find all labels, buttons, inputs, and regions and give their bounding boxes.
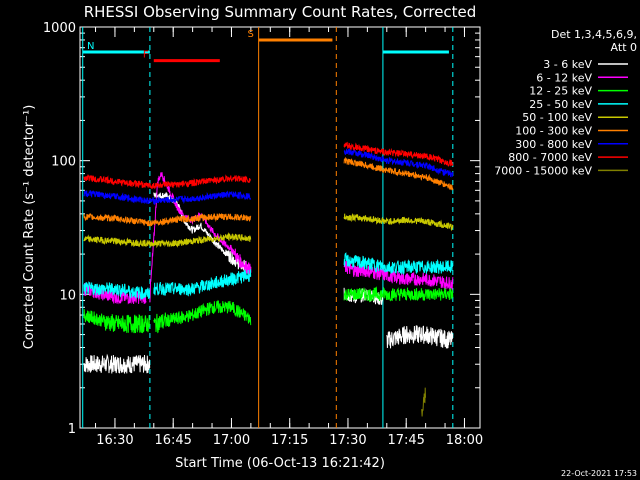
series-line: [83, 212, 252, 228]
series-line: [83, 353, 151, 374]
series-line: [343, 213, 454, 232]
series-line: [153, 192, 252, 277]
plot-area: 1 10 100 1000 16:30 16:45 17:00 17:15 17:30 17:45…: [43, 21, 483, 448]
y-tick-label: 10: [59, 288, 76, 303]
x-tick-label: 16:30: [96, 433, 133, 448]
x-axis-label: Start Time (06-Oct-13 16:21:42): [175, 456, 385, 471]
legend-label: 50 - 100 keV: [522, 111, 592, 124]
series-line: [343, 141, 454, 167]
legend-label: 300 - 800 keV: [515, 138, 592, 151]
legend-header-2: Att 0: [611, 41, 637, 54]
legend-label: 100 - 300 keV: [515, 125, 592, 138]
legend-label: 7000 - 15000 keV: [494, 164, 592, 177]
chart-title: RHESSI Observing Summary Count Rates, Co…: [84, 3, 477, 21]
x-tick-label: 17:15: [271, 433, 308, 448]
flag-label-N: N: [87, 41, 94, 52]
series-line: [343, 252, 454, 276]
legend-label: 800 - 7000 keV: [508, 151, 592, 164]
series-line: [386, 325, 454, 349]
x-tick-label: 17:45: [387, 433, 424, 448]
series-line: [83, 281, 151, 300]
series-line: [343, 148, 454, 178]
flag-label-S: S: [247, 29, 253, 40]
x-tick-label: 18:00: [446, 433, 483, 448]
series-line: [83, 189, 252, 206]
legend-label: 12 - 25 keV: [529, 85, 592, 98]
series-line: [83, 232, 252, 249]
y-tick-label: 1: [68, 422, 76, 437]
series-line: [343, 156, 454, 191]
legend-label: 25 - 50 keV: [529, 98, 592, 111]
footer-timestamp: 22-Oct-2021 17:53: [561, 469, 637, 478]
legend-label: 3 - 6 keV: [543, 58, 592, 71]
legend-label: 6 - 12 keV: [536, 71, 592, 84]
plot-frame: [79, 26, 481, 429]
series-line: [153, 269, 252, 297]
x-tick-label: 17:30: [329, 433, 366, 448]
y-tick-label: 1000: [43, 21, 76, 36]
x-tick-label: 16:45: [154, 433, 191, 448]
series-line: [153, 299, 252, 334]
y-axis-label: Corrected Count Rate (s⁻¹ detector⁻¹): [22, 105, 37, 350]
x-tick-label: 17:00: [213, 433, 250, 448]
y-tick-label: 100: [51, 155, 76, 170]
series-line: [83, 174, 251, 190]
series-line: [343, 286, 454, 303]
series-line: [83, 309, 150, 334]
series-line: [421, 387, 426, 417]
legend-header-1: Det 1,3,4,5,6,9,: [551, 28, 637, 41]
flag-label-F: F: [143, 50, 149, 61]
